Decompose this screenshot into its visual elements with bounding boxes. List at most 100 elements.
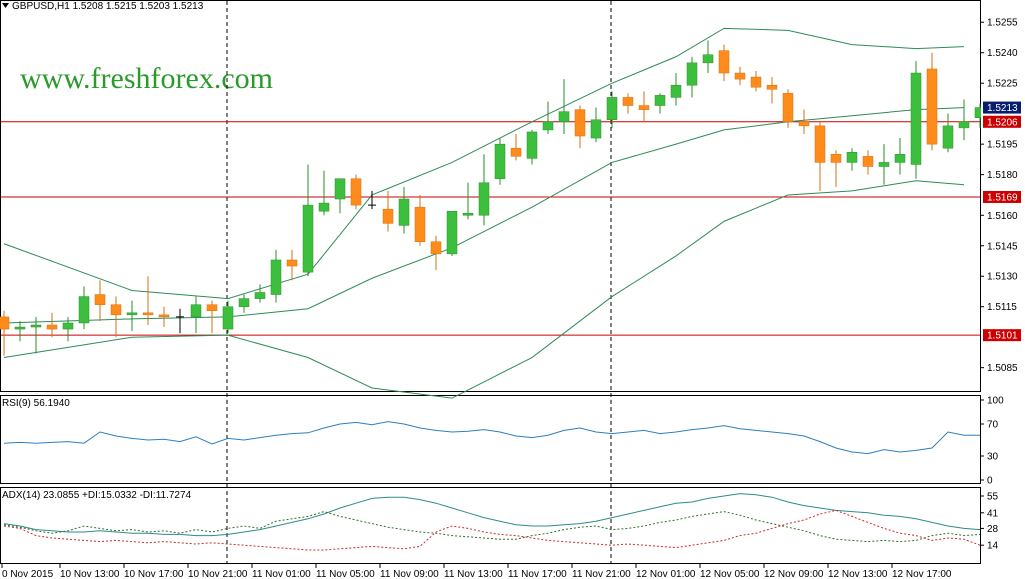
adx-tick-label: 41 bbox=[987, 508, 999, 519]
candle bbox=[862, 150, 874, 175]
candle bbox=[238, 294, 250, 313]
candle bbox=[462, 182, 474, 220]
candle-body bbox=[78, 296, 90, 324]
candle-body bbox=[878, 162, 890, 167]
candle bbox=[78, 286, 90, 330]
candle bbox=[286, 249, 298, 281]
candle bbox=[350, 174, 362, 210]
candle bbox=[894, 138, 906, 175]
candle bbox=[798, 109, 810, 134]
candle-body bbox=[446, 210, 458, 255]
main-panel-frame bbox=[0, 0, 981, 392]
candle-body bbox=[958, 121, 970, 129]
candle-body bbox=[846, 152, 858, 163]
candle bbox=[542, 101, 554, 134]
candle bbox=[878, 144, 890, 185]
candle bbox=[910, 60, 922, 179]
candle bbox=[718, 44, 730, 82]
time-tick-label: 11 Nov 09:00 bbox=[380, 569, 439, 579]
candle-body bbox=[318, 202, 330, 212]
candle bbox=[14, 320, 26, 342]
time-tick-label: 10 Nov 21:00 bbox=[188, 569, 248, 579]
price-tick-label: 1.5160 bbox=[987, 211, 1018, 222]
candle-body bbox=[542, 121, 554, 131]
candle-body bbox=[478, 182, 490, 216]
time-tick-label: 11 Nov 13:00 bbox=[444, 569, 503, 579]
candle-body bbox=[590, 119, 602, 139]
candle-body bbox=[0, 316, 10, 330]
candle-body bbox=[702, 54, 714, 64]
candle bbox=[590, 107, 602, 143]
candle bbox=[30, 316, 42, 354]
price-tick-label: 1.5115 bbox=[987, 302, 1017, 313]
level-price-tag-text: 1.5169 bbox=[987, 192, 1018, 203]
candle-body bbox=[350, 178, 362, 206]
adx-panel-frame bbox=[0, 487, 981, 564]
candle bbox=[46, 312, 58, 338]
candle-body bbox=[526, 131, 538, 159]
current-price-tag-bg bbox=[983, 101, 1021, 114]
time-tick-label: 12 Nov 13:00 bbox=[828, 569, 888, 579]
candle-body bbox=[558, 111, 570, 123]
time-tick-label: 11 Nov 17:00 bbox=[508, 569, 567, 579]
candle-body bbox=[814, 125, 826, 163]
current-price-tag-text: 1.5213 bbox=[987, 103, 1018, 114]
candle bbox=[222, 300, 234, 334]
candle bbox=[0, 310, 10, 356]
candle bbox=[846, 148, 858, 171]
candle-body bbox=[622, 97, 634, 106]
adx-line bbox=[3, 493, 981, 537]
level-price-tag: 1.5169 bbox=[983, 190, 1021, 203]
candle bbox=[830, 150, 842, 187]
candle-body bbox=[462, 212, 474, 216]
price-axis: 1.5255 1.5240 1.5225 1.5195 1.5180 1.5160 1.51… bbox=[980, 0, 1025, 579]
candle-body bbox=[574, 109, 586, 137]
candle-body bbox=[766, 84, 778, 90]
price-tick-label: 1.5255 bbox=[987, 18, 1018, 29]
rsi-header: RSI(9) 56.1940 bbox=[2, 398, 70, 409]
candle bbox=[206, 300, 218, 334]
candle-body bbox=[718, 50, 730, 74]
price-tick-label: 1.5195 bbox=[987, 140, 1018, 151]
time-tick-label: 10 Nov 13:00 bbox=[60, 569, 120, 579]
adx-tick-label: 14 bbox=[987, 541, 999, 552]
candle bbox=[414, 194, 426, 246]
candle-body bbox=[142, 312, 154, 316]
candle-body bbox=[830, 154, 842, 163]
candle-body bbox=[398, 198, 410, 226]
candle bbox=[270, 249, 282, 303]
main-price-chart bbox=[0, 1, 986, 563]
candle-body bbox=[126, 312, 138, 316]
candle bbox=[622, 93, 634, 114]
bollinger-upper-band bbox=[3, 27, 965, 300]
bollinger-middle-band bbox=[3, 107, 965, 324]
watermark: www.freshforex.com bbox=[20, 62, 273, 95]
main-header: GBPUSD,H1 1.5208 1.5215 1.5203 1.5213 bbox=[12, 1, 204, 12]
candle-body bbox=[430, 241, 442, 255]
price-tick-label: 1.5145 bbox=[987, 241, 1018, 252]
candle bbox=[176, 308, 184, 334]
candle-body bbox=[686, 62, 698, 86]
price-tick-label: 1.5130 bbox=[987, 272, 1018, 283]
candle bbox=[94, 280, 106, 321]
candle bbox=[510, 133, 522, 161]
candle bbox=[142, 276, 154, 326]
candle bbox=[558, 79, 570, 134]
candle bbox=[750, 70, 762, 92]
collapse-triangle-icon[interactable] bbox=[2, 3, 9, 8]
candle bbox=[574, 105, 586, 149]
rsi-tick-label: 30 bbox=[987, 452, 999, 463]
candle bbox=[702, 40, 714, 74]
candle bbox=[606, 91, 618, 128]
time-tick-label: 12 Nov 01:00 bbox=[636, 569, 696, 579]
candle-body bbox=[862, 156, 874, 167]
candle bbox=[942, 113, 954, 153]
rsi-tick-label: 70 bbox=[987, 420, 999, 431]
candle-body bbox=[670, 84, 682, 98]
candle-body bbox=[510, 147, 522, 157]
rsi-tick-label: 100 bbox=[987, 396, 1004, 407]
candle-body bbox=[638, 105, 650, 110]
price-tick-label: 1.5225 bbox=[987, 79, 1018, 90]
candle bbox=[126, 300, 138, 332]
